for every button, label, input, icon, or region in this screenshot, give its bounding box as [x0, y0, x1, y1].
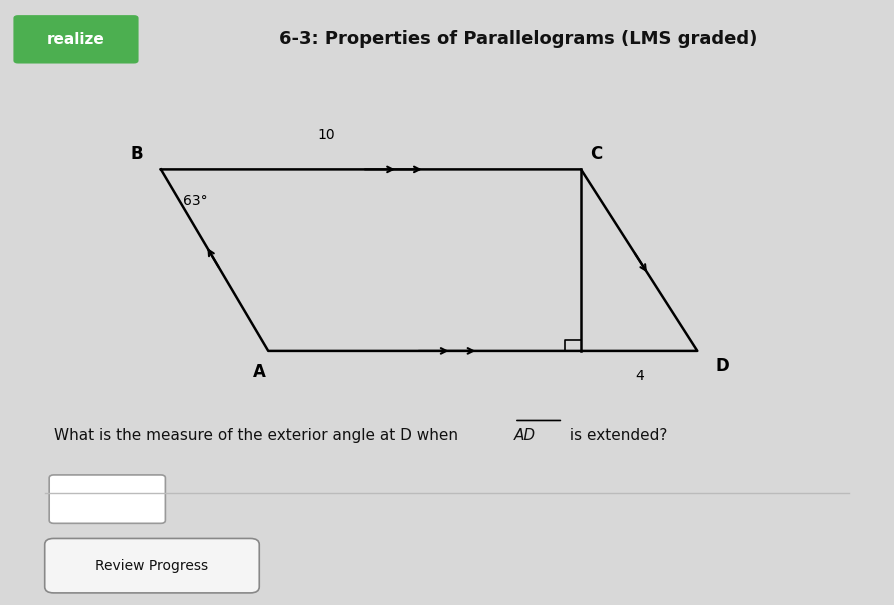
Text: 4: 4: [635, 369, 644, 383]
Text: realize: realize: [47, 32, 105, 47]
Text: What is the measure of the exterior angle at D when: What is the measure of the exterior angl…: [54, 428, 462, 443]
Text: C: C: [590, 145, 603, 163]
Text: 10: 10: [317, 128, 335, 142]
Text: D: D: [715, 357, 729, 375]
Text: 63°: 63°: [183, 194, 208, 208]
Text: Review Progress: Review Progress: [96, 558, 208, 573]
Text: B: B: [131, 145, 143, 163]
Text: is extended?: is extended?: [565, 428, 668, 443]
FancyBboxPatch shape: [13, 15, 139, 64]
Text: A: A: [253, 363, 266, 381]
FancyBboxPatch shape: [45, 538, 259, 593]
FancyBboxPatch shape: [49, 475, 165, 523]
Text: 6-3: Properties of Parallelograms (LMS graded): 6-3: Properties of Parallelograms (LMS g…: [279, 30, 758, 48]
Text: AD: AD: [514, 428, 536, 443]
